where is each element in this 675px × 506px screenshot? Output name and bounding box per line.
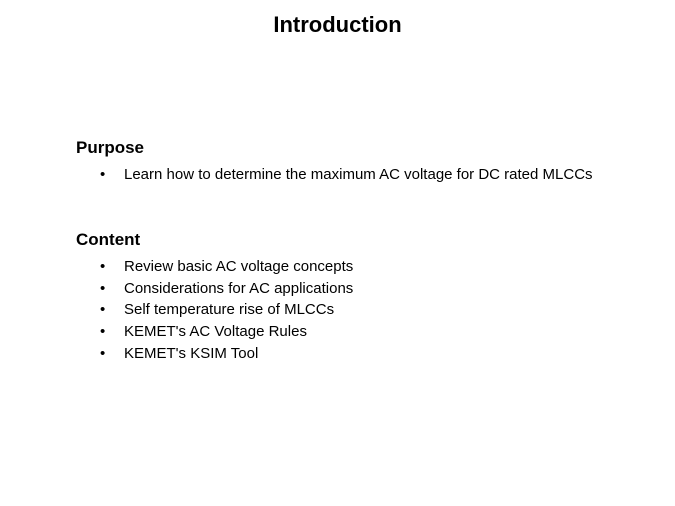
content-heading: Content: [76, 230, 615, 250]
list-item: Learn how to determine the maximum AC vo…: [100, 164, 615, 186]
list-item: Considerations for AC applications: [100, 278, 615, 300]
list-item: KEMET's KSIM Tool: [100, 343, 615, 365]
purpose-list: Learn how to determine the maximum AC vo…: [76, 164, 615, 186]
content-section: Content Review basic AC voltage concepts…: [76, 230, 615, 365]
content-area: Purpose Learn how to determine the maxim…: [0, 38, 675, 365]
purpose-heading: Purpose: [76, 138, 615, 158]
list-item: KEMET's AC Voltage Rules: [100, 321, 615, 343]
content-list: Review basic AC voltage concepts Conside…: [76, 256, 615, 365]
purpose-section: Purpose Learn how to determine the maxim…: [76, 138, 615, 186]
list-item: Review basic AC voltage concepts: [100, 256, 615, 278]
list-item: Self temperature rise of MLCCs: [100, 299, 615, 321]
slide-title: Introduction: [0, 0, 675, 38]
